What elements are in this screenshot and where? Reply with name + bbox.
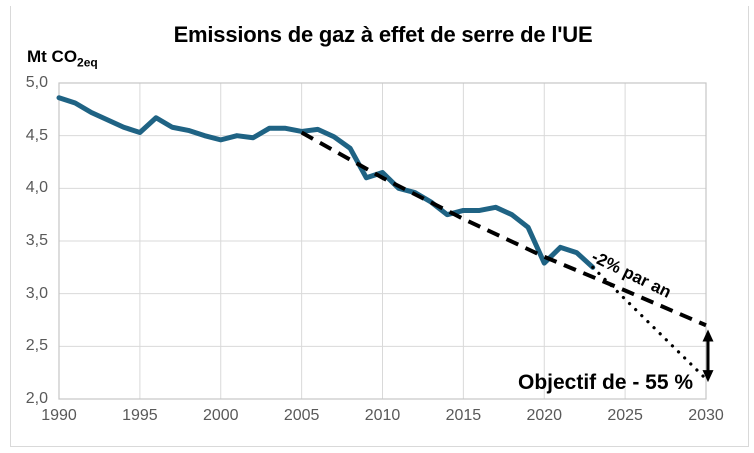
x-axis-tick: 1990 bbox=[41, 407, 77, 424]
plot-border bbox=[58, 82, 707, 400]
chart-title: Emissions de gaz à effet de serre de l'U… bbox=[173, 22, 593, 47]
unit-subscript: 2eq bbox=[77, 55, 98, 70]
x-axis-tick: 1995 bbox=[122, 407, 158, 424]
x-axis-tick: 2030 bbox=[688, 407, 724, 424]
y-axis-tick: 3,5 bbox=[25, 232, 48, 249]
gap-arrow-head-up bbox=[702, 329, 714, 342]
x-axis-tick: 2000 bbox=[202, 407, 239, 424]
emissions-line bbox=[56, 95, 596, 270]
y-axis-tick: 4,5 bbox=[25, 126, 48, 144]
gap-arrow-head-down bbox=[702, 370, 714, 383]
x-axis-tick: 2025 bbox=[607, 407, 643, 424]
target-line bbox=[591, 265, 708, 381]
y-axis-unit-label: Mt CO2eq bbox=[27, 47, 98, 69]
target-annotation-label: Objectif de - 55 % bbox=[518, 371, 694, 394]
x-axis-tick: 2020 bbox=[526, 407, 563, 424]
x-axis-tick: 2015 bbox=[445, 407, 482, 424]
chart-frame-border bbox=[10, 6, 749, 447]
x-axis-tick: 2005 bbox=[283, 407, 320, 424]
y-axis-tick: 5,0 bbox=[25, 74, 48, 91]
y-axis-tick: 2,0 bbox=[25, 390, 48, 407]
y-axis-tick: 4,0 bbox=[25, 179, 48, 197]
y-axis-tick: 3,0 bbox=[25, 284, 48, 302]
unit-prefix: Mt CO bbox=[27, 47, 78, 66]
x-axis-tick: 2010 bbox=[364, 407, 401, 424]
trend-line bbox=[300, 130, 707, 328]
y-axis-tick: 2,5 bbox=[25, 337, 48, 355]
